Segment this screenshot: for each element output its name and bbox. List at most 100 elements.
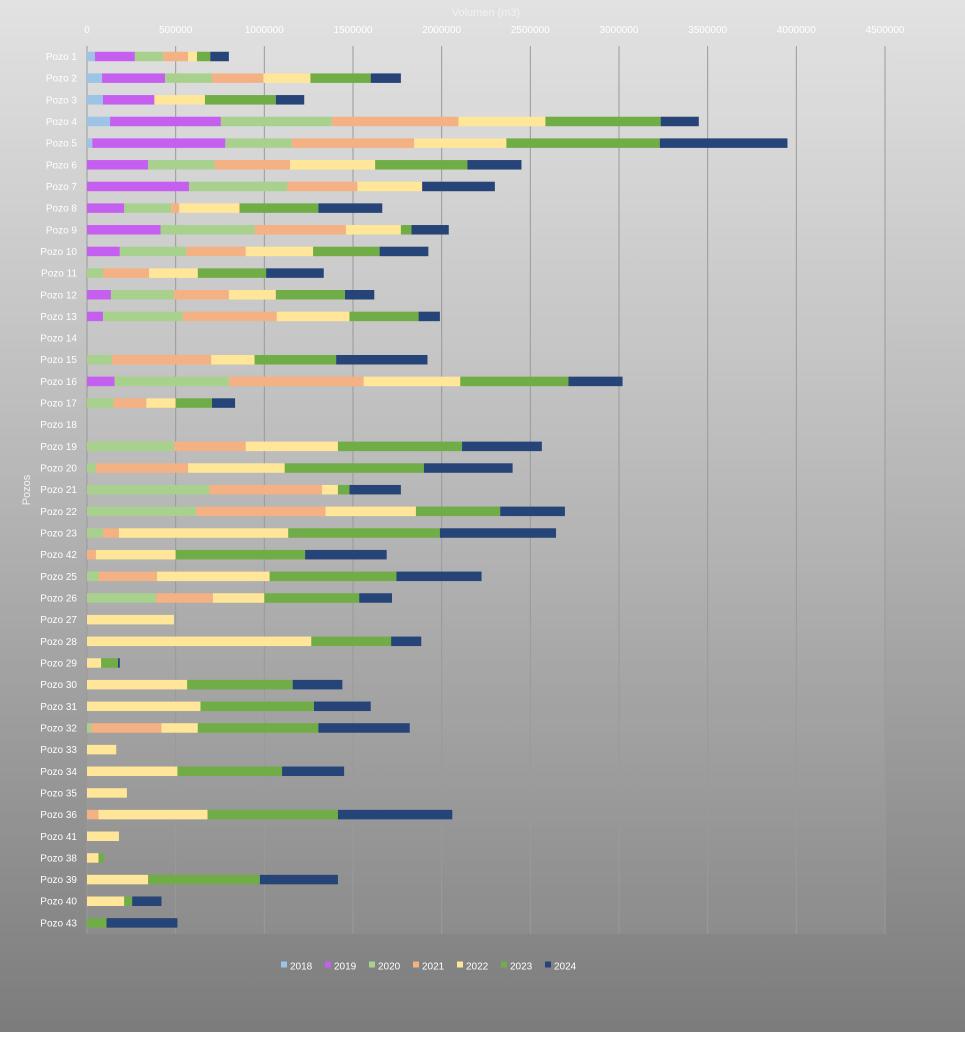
- bar-segment-2024: [282, 766, 345, 777]
- bar-segment-2020: [87, 398, 114, 408]
- bar-segment-2019: [87, 311, 103, 322]
- bar-segment-2022: [87, 831, 119, 842]
- bar-segment-2020: [124, 203, 172, 213]
- bar-segment-2021: [95, 463, 189, 473]
- bar-segment-2022: [228, 290, 276, 300]
- bar-segment-2021: [102, 528, 119, 538]
- bar-segment-2021: [87, 549, 96, 560]
- y-axis-title: Pozos: [21, 474, 33, 505]
- y-category-label: Pozo 12: [40, 290, 77, 301]
- legend-swatch: [281, 961, 287, 968]
- bar-segment-2018: [87, 138, 93, 148]
- x-axis-title: Volumen (m3): [452, 7, 520, 19]
- bar-segment-2023: [200, 701, 314, 712]
- y-category-label: Pozo 6: [46, 160, 78, 171]
- bar-segment-2023: [197, 723, 319, 733]
- bar-segment-2022: [146, 398, 176, 408]
- bar-segment-2020: [87, 354, 112, 365]
- bar-segment-2022: [98, 809, 208, 820]
- bar-segment-2021: [186, 246, 246, 257]
- x-tick-label: 2000000: [422, 25, 461, 36]
- bar-segment-2022: [458, 116, 546, 127]
- bar-segment-2024: [337, 809, 453, 820]
- bar-segment-2024: [318, 723, 410, 733]
- bar-segment-2023: [284, 463, 424, 473]
- bar-segment-2023: [175, 398, 213, 408]
- bar-segment-2022: [345, 225, 401, 235]
- x-tick-label: 500000: [159, 25, 193, 36]
- bar-segment-2024: [379, 246, 429, 257]
- y-category-label: Pozo 5: [46, 139, 78, 150]
- bar-segment-2023: [506, 138, 660, 148]
- bar-segment-2020: [148, 160, 215, 170]
- bar-segment-2020: [119, 246, 187, 257]
- bar-segment-2021: [163, 51, 189, 62]
- y-category-label: Pozo 20: [40, 464, 77, 475]
- bar-segment-2024: [370, 73, 401, 83]
- bar-segment-2023: [124, 896, 133, 906]
- bar-segment-2021: [214, 160, 291, 170]
- bar-segment-2020: [87, 723, 92, 733]
- bar-segment-2024: [462, 441, 542, 452]
- bar-segment-2021: [291, 138, 415, 148]
- bar-segment-2019: [92, 138, 226, 148]
- bar-segment-2022: [211, 354, 255, 365]
- bar-segment-2023: [196, 51, 211, 62]
- bar-segment-2022: [154, 95, 205, 105]
- bar-segment-2021: [91, 723, 162, 733]
- y-category-label: Pozo 41: [40, 832, 77, 843]
- legend-label: 2024: [554, 962, 577, 973]
- bar-segment-2021: [182, 311, 277, 322]
- y-category-label: Pozo 28: [40, 637, 77, 648]
- bar-segment-2020: [220, 116, 332, 127]
- y-category-label: Pozo 31: [40, 702, 77, 713]
- y-category-label: Pozo 35: [40, 788, 77, 799]
- bar-segment-2022: [245, 441, 338, 452]
- bar-segment-2024: [210, 51, 229, 62]
- bar-segment-2023: [337, 441, 463, 452]
- bar-segment-2020: [87, 268, 103, 278]
- bar-segment-2022: [357, 181, 423, 192]
- y-category-label: Pozo 14: [40, 334, 77, 345]
- x-tick-label: 3000000: [600, 25, 639, 36]
- bar-segment-2019: [87, 160, 149, 170]
- bar-segment-2019: [87, 181, 189, 192]
- y-category-label: Pozo 32: [40, 723, 77, 734]
- y-category-label: Pozo 27: [40, 615, 77, 626]
- bar-segment-2024: [391, 636, 422, 647]
- bar-segment-2022: [87, 788, 127, 798]
- bar-segment-2021: [287, 181, 358, 192]
- bar-segment-2022: [87, 658, 102, 668]
- bar-segment-2021: [111, 354, 212, 365]
- bar-segment-2018: [87, 73, 103, 83]
- y-category-label: Pozo 13: [40, 312, 77, 323]
- bar-segment-2022: [87, 614, 174, 625]
- y-category-label: Pozo 36: [40, 810, 77, 821]
- bar-segment-2021: [102, 268, 150, 278]
- bar-segment-2023: [460, 376, 569, 387]
- bar-segment-2023: [349, 311, 419, 322]
- bar-segment-2022: [149, 268, 198, 278]
- bar-segment-2020: [87, 506, 197, 517]
- bar-segment-2022: [363, 376, 461, 387]
- bar-segment-2021: [228, 376, 364, 387]
- bar-segment-2024: [568, 376, 623, 387]
- bar-segment-2024: [359, 593, 393, 603]
- bar-segment-2020: [225, 138, 292, 148]
- bar-segment-2024: [396, 571, 482, 582]
- bar-segment-2021: [196, 506, 326, 517]
- bar-segment-2019: [87, 376, 115, 387]
- bar-segment-2023: [148, 874, 260, 885]
- bar-segment-2024: [439, 528, 557, 538]
- y-category-label: Pozo 3: [46, 95, 78, 106]
- bar-segment-2022: [87, 744, 117, 755]
- bar-segment-2024: [659, 138, 788, 148]
- bar-segment-2021: [209, 484, 322, 495]
- bar-segment-2020: [102, 311, 183, 322]
- bar-segment-2019: [94, 51, 135, 62]
- y-category-label: Pozo 18: [40, 420, 77, 431]
- bar-segment-2024: [106, 918, 178, 928]
- y-category-label: Pozo 4: [46, 117, 78, 128]
- bar-segment-2023: [545, 116, 661, 127]
- y-category-label: Pozo 11: [41, 269, 77, 280]
